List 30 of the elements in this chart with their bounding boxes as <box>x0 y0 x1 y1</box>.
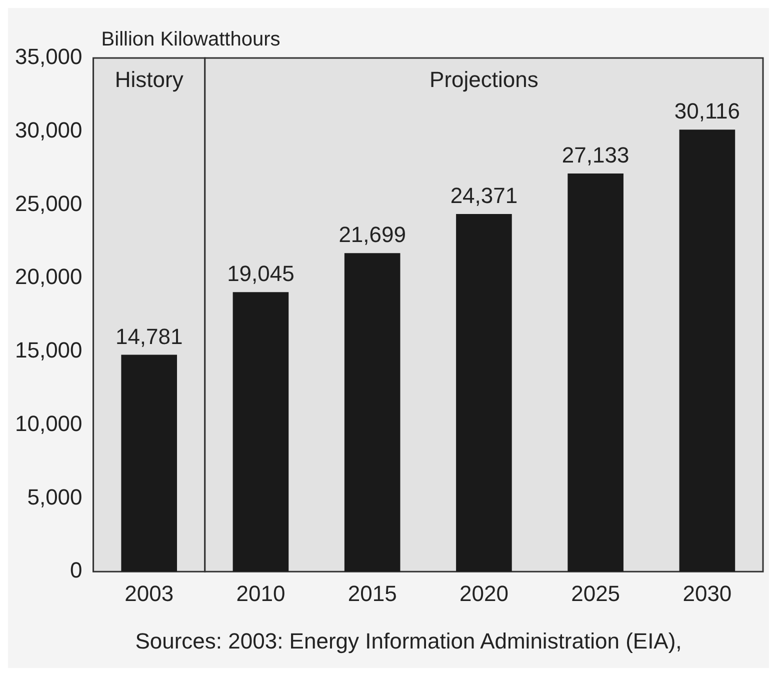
bar <box>121 354 178 572</box>
bar <box>344 253 400 572</box>
x-tick-label: 2015 <box>348 580 397 606</box>
data-label: 14,781 <box>115 324 183 349</box>
x-tick-label: 2010 <box>236 580 286 606</box>
bar <box>568 173 624 572</box>
y-tick-label: 25,000 <box>14 190 82 216</box>
y-tick-label: 30,000 <box>14 117 82 142</box>
data-label: 27,133 <box>562 142 630 168</box>
y-axis-title: Billion Kilowatthours <box>101 28 280 51</box>
y-tick-label: 10,000 <box>14 410 82 436</box>
x-tick-label: 2003 <box>124 580 174 606</box>
bar <box>679 130 736 572</box>
x-tick-label: 2030 <box>682 580 732 606</box>
y-tick-label: 20,000 <box>14 264 82 290</box>
band-label: Projections <box>430 67 538 92</box>
x-tick-label: 2025 <box>571 580 620 606</box>
y-tick-label: 35,000 <box>14 44 82 70</box>
y-tick-label: 0 <box>70 558 82 583</box>
data-label: 19,045 <box>227 261 294 286</box>
y-tick-label: 15,000 <box>14 338 82 363</box>
data-label: 24,371 <box>450 183 518 208</box>
bar <box>456 214 512 572</box>
bar <box>232 292 289 572</box>
data-label: 21,699 <box>338 222 406 248</box>
y-tick-label: 5,000 <box>27 484 82 510</box>
x-tick-label: 2020 <box>459 580 508 606</box>
source-note: Sources: 2003: Energy Information Administration (EIA), <box>135 628 682 654</box>
band-label: History <box>114 67 184 92</box>
data-label: 30,116 <box>674 98 740 124</box>
